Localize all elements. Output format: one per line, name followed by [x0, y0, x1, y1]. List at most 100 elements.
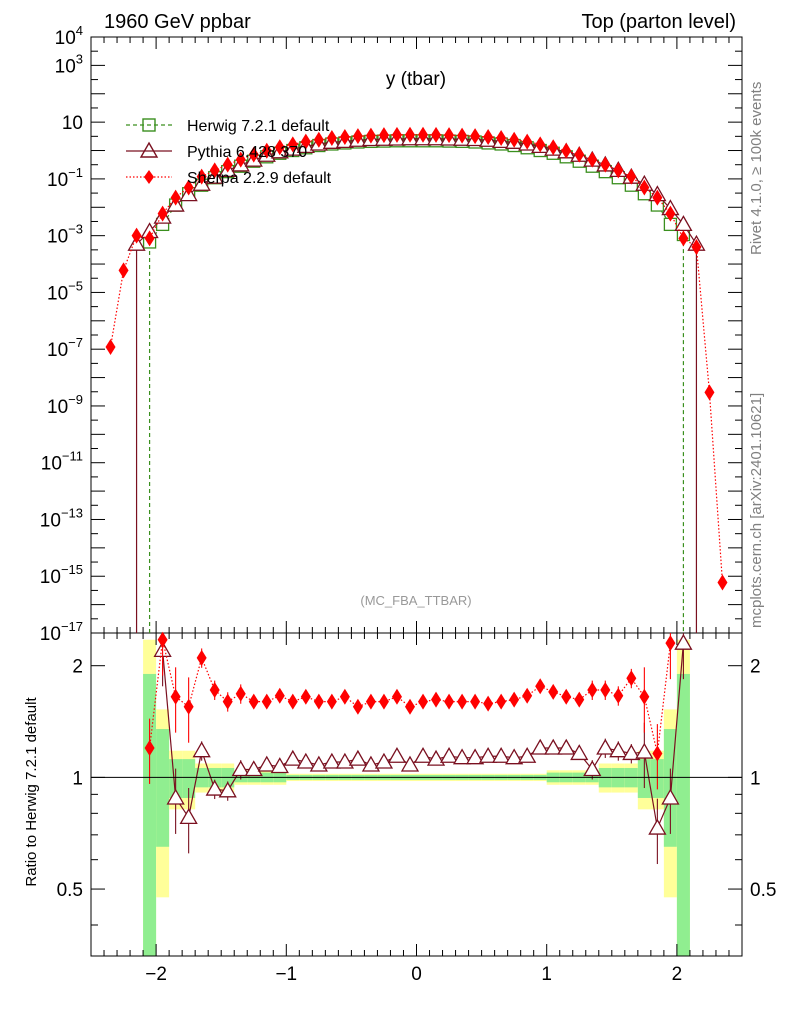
sherpa-point — [717, 574, 728, 591]
sherpa-point — [326, 130, 337, 147]
sherpa-ratio-point — [313, 693, 324, 710]
sherpa-ratio-point — [274, 687, 285, 704]
pythia-ratio-point — [335, 752, 355, 769]
sherpa-point — [300, 133, 311, 150]
pythia-ratio-point — [192, 741, 211, 758]
pythia-ratio-point — [557, 738, 576, 755]
sherpa-ratio-point — [626, 670, 637, 687]
pythia-ratio-point — [596, 738, 615, 755]
mcplots-label: mcplots.cern.ch [arXiv:2401.10621] — [748, 393, 765, 628]
sherpa-ratio-point — [144, 740, 155, 757]
sherpa-ratio-point — [587, 681, 598, 698]
sherpa-point — [378, 127, 389, 144]
pythia-ratio-point — [374, 752, 394, 769]
sherpa-line — [109, 134, 724, 583]
pythia-ratio-point — [166, 788, 185, 805]
pythia-ratio-point — [583, 760, 602, 777]
sherpa-point — [157, 205, 168, 222]
sherpa-ratio-point — [457, 693, 468, 710]
sherpa-point — [626, 168, 637, 185]
sherpa-point — [287, 136, 298, 153]
sherpa-ratio-point — [548, 683, 559, 700]
legend: Herwig 7.2.1 default Pythia 6.428 370 Sh… — [126, 118, 332, 187]
pythia-ratio-point — [570, 744, 589, 761]
sherpa-ratio-point — [339, 688, 350, 705]
pythia-ratio-point — [609, 741, 628, 758]
pythia-ratio-point — [661, 788, 680, 805]
sherpa-ratio-point — [378, 693, 389, 710]
sherpa-point — [704, 384, 715, 401]
sherpa-point — [483, 128, 494, 145]
sherpa-ratio-point — [404, 698, 415, 715]
sherpa-ratio-point — [639, 688, 650, 705]
y-tick-label: 10 — [62, 113, 83, 134]
legend-herwig-marker — [142, 118, 156, 132]
sherpa-ratio-point — [613, 687, 624, 704]
sherpa-ratio-point — [522, 687, 533, 704]
sherpa-ratio-point — [222, 693, 233, 710]
sherpa-ratio-point — [652, 745, 663, 762]
sherpa-point — [431, 126, 442, 143]
pythia-ratio-point — [478, 746, 498, 763]
sherpa-point — [561, 142, 572, 159]
x-tick-label: 0 — [411, 964, 422, 985]
sherpa-ratio-point — [665, 635, 676, 652]
sherpa-ratio-point — [235, 685, 246, 702]
pythia-ratio-point — [635, 742, 654, 759]
sherpa-point — [261, 142, 272, 159]
pythia-ratio-point — [531, 738, 550, 755]
sherpa-ratio-point — [170, 688, 181, 705]
y-tick-label: 10−5 — [47, 278, 83, 304]
sherpa-ratio-point — [483, 695, 494, 712]
pythia-ratio-point — [439, 746, 459, 763]
band-green — [143, 673, 157, 956]
pythia-ratio-point — [309, 755, 328, 772]
sherpa-point — [209, 162, 220, 179]
sherpa-point — [691, 238, 702, 255]
sherpa-ratio-point — [183, 698, 194, 715]
pythia-line — [135, 138, 698, 633]
pythia-ratio-point — [544, 738, 563, 755]
band-green — [182, 759, 196, 798]
sherpa-point — [274, 139, 285, 156]
sherpa-ratio-point — [600, 681, 611, 698]
pythia-ratio-point — [257, 755, 276, 772]
sherpa-point — [522, 133, 533, 150]
sherpa-ratio-point — [431, 691, 442, 708]
y-tick-label: 10−7 — [47, 335, 83, 361]
pythia-ratio-point — [492, 746, 511, 763]
sherpa-point — [339, 128, 350, 145]
band-green — [676, 673, 690, 956]
sherpa-ratio-point — [352, 698, 363, 715]
y-tick-label: 10−17 — [40, 619, 83, 645]
sherpa-point — [509, 131, 520, 148]
sherpa-point — [404, 126, 415, 143]
sherpa-ratio-point — [248, 693, 259, 710]
x-tick-label: 1 — [541, 964, 552, 985]
sherpa-point — [235, 151, 246, 168]
pythia-ratio-point — [400, 755, 420, 772]
pythia-ratio-point — [387, 746, 407, 763]
sherpa-ratio-point — [157, 631, 168, 648]
ratio-y-tick-label: 0.5 — [57, 880, 83, 901]
sherpa-point — [352, 128, 363, 145]
sherpa-point — [131, 227, 142, 244]
legend-sherpa-marker — [144, 170, 154, 184]
pythia-ratio-point — [361, 755, 381, 772]
sherpa-point — [170, 189, 181, 206]
sherpa-point — [587, 151, 598, 168]
sherpa-point — [118, 262, 129, 279]
sherpa-ratio-point — [574, 691, 585, 708]
x-tick-label: 2 — [672, 964, 683, 985]
pythia-ratio-point — [452, 748, 472, 765]
sherpa-point — [222, 156, 233, 173]
x-tick-label: −2 — [145, 964, 167, 985]
sherpa-point — [613, 162, 624, 179]
pythia-ratio-point — [244, 760, 263, 777]
pythia-ratio-point — [179, 808, 198, 825]
sherpa-point — [391, 126, 402, 143]
y-tick-label: 10−13 — [40, 505, 83, 531]
pythia-ratio-point — [648, 818, 667, 835]
y-tick-label: 10−3 — [47, 222, 83, 248]
pythia-ratio-point — [205, 779, 224, 796]
